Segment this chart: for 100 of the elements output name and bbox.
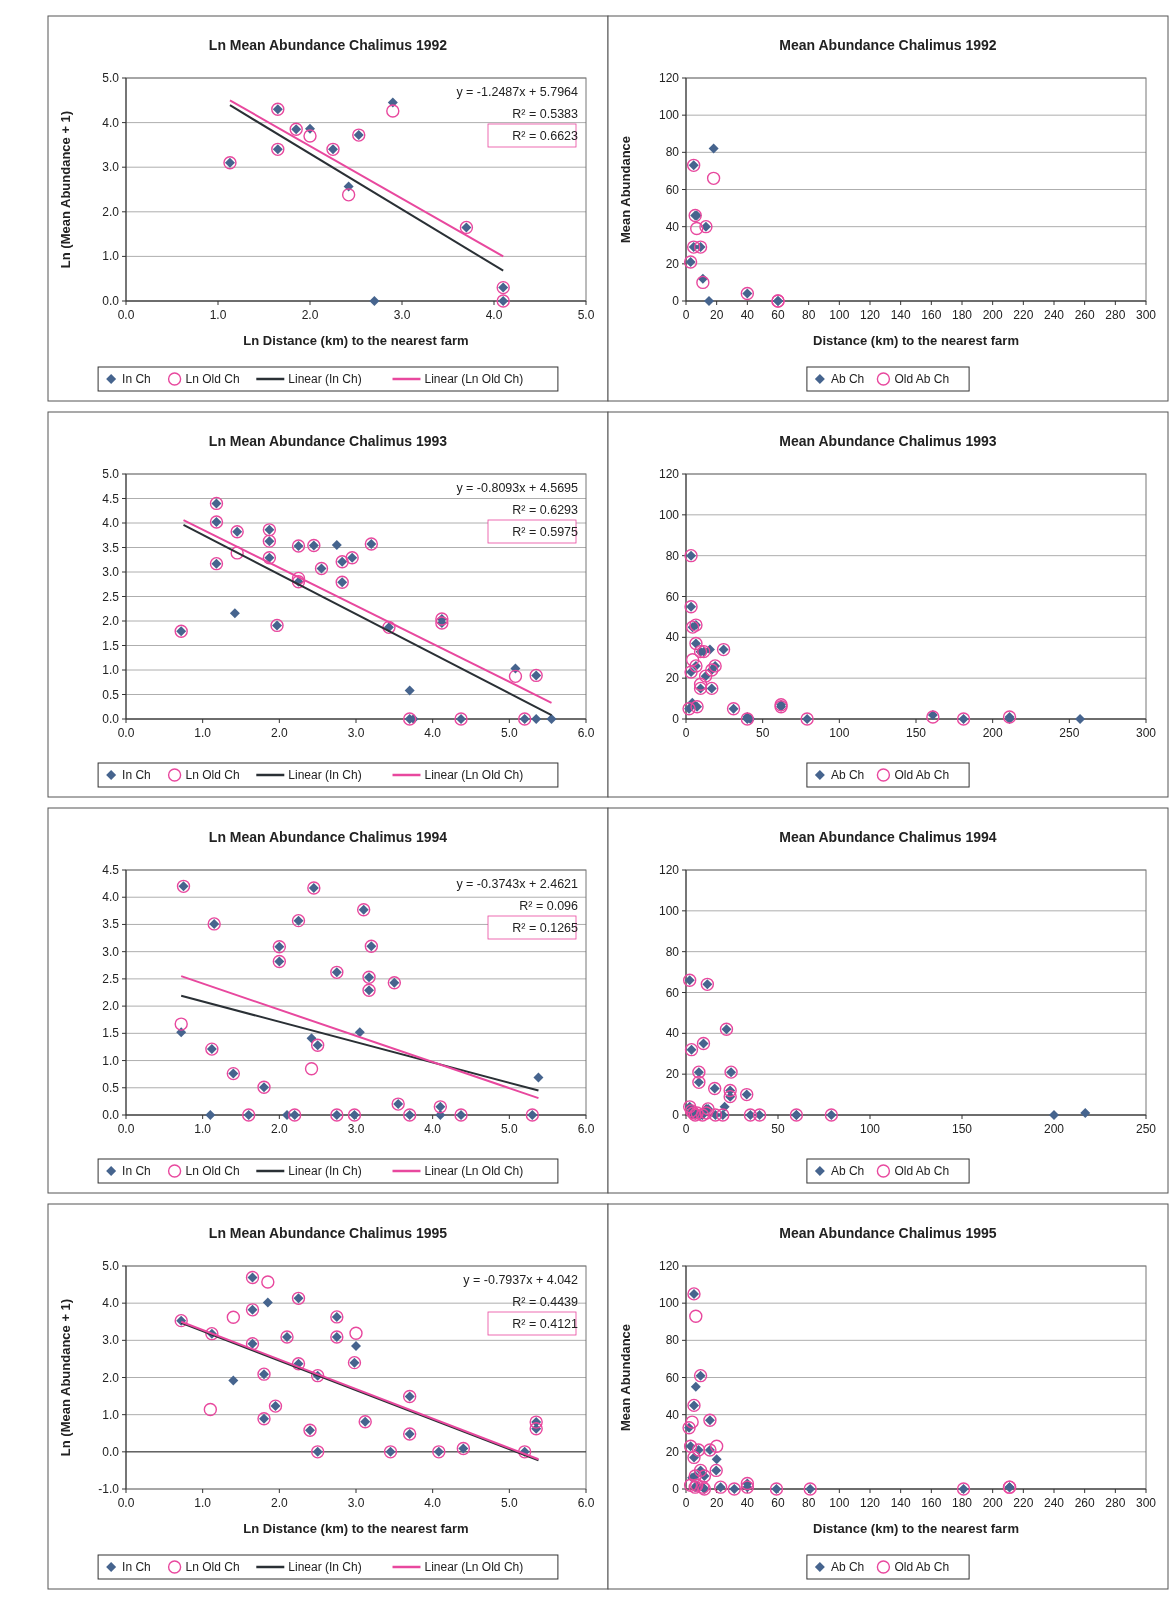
annotation: R² = 0.096 xyxy=(519,899,579,913)
y-tick-label: 20 xyxy=(665,671,680,686)
annotation: R² = 0.5383 xyxy=(512,107,579,121)
y-tick-label: 100 xyxy=(658,108,680,123)
x-tick-label: 280 xyxy=(1105,1496,1126,1510)
x-tick-label: 20 xyxy=(709,1496,724,1510)
y-tick-label: 0.5 xyxy=(102,1080,120,1095)
y-tick-label: 4.5 xyxy=(102,863,120,877)
y-tick-label: 1.0 xyxy=(102,1053,120,1068)
y-tick-label: 100 xyxy=(658,1296,680,1311)
x-tick-label: 1.0 xyxy=(194,726,212,740)
x-tick-label: 250 xyxy=(1059,726,1080,740)
chart-title: Ln Mean Abundance Chalimus 1992 xyxy=(208,37,448,53)
legend-label: Linear (Ln Old Ch) xyxy=(424,768,524,782)
x-tick-label: 0.0 xyxy=(117,1122,135,1136)
x-axis-title: Ln Distance (km) to the nearest farm xyxy=(243,1521,469,1536)
x-axis-title: Ln Distance (km) to the nearest farm xyxy=(243,333,469,348)
x-tick-label: 6.0 xyxy=(577,1122,595,1136)
legend-label: Old Ab Ch xyxy=(894,372,950,386)
x-tick-label: 1.0 xyxy=(209,308,227,322)
legend-label: In Ch xyxy=(122,372,151,386)
annotation: R² = 0.4439 xyxy=(512,1295,579,1309)
annotation: y = -0.3743x + 2.4621 xyxy=(456,877,579,891)
legend-label: Ab Ch xyxy=(830,1560,865,1574)
chart-title: Ln Mean Abundance Chalimus 1995 xyxy=(208,1225,448,1241)
x-tick-label: 120 xyxy=(859,308,881,322)
x-tick-label: 5.0 xyxy=(500,726,518,740)
x-tick-label: 3.0 xyxy=(393,308,411,322)
x-tick-label: 2.0 xyxy=(301,308,319,322)
y-tick-label: 0.0 xyxy=(102,712,120,726)
x-tick-label: 260 xyxy=(1074,308,1095,322)
y-tick-label: 5.0 xyxy=(102,467,120,481)
legend-label: Old Ab Ch xyxy=(894,1560,950,1574)
x-tick-label: 150 xyxy=(951,1122,973,1136)
y-tick-label: 3.0 xyxy=(102,160,120,175)
y-tick-label: 2.0 xyxy=(102,204,120,219)
y-tick-label: 60 xyxy=(665,182,680,197)
y-tick-label: 5.0 xyxy=(102,71,120,85)
chart-title: Mean Abundance Chalimus 1993 xyxy=(779,433,997,449)
legend-label: Ab Ch xyxy=(830,768,865,782)
y-tick-label: 40 xyxy=(665,219,680,234)
x-tick-label: 40 xyxy=(740,1496,755,1510)
x-tick-label: 0 xyxy=(682,1496,690,1510)
x-tick-label: 1.0 xyxy=(194,1496,212,1510)
y-tick-label: 1.0 xyxy=(102,249,120,264)
y-tick-label: 40 xyxy=(665,1407,680,1422)
legend-label: Ln Old Ch xyxy=(185,1164,240,1178)
x-tick-label: 40 xyxy=(740,308,755,322)
y-axis-title: Mean Abundance xyxy=(618,135,633,244)
y-axis-title: Ln (Mean Abundance + 1) xyxy=(58,110,73,269)
y-tick-label: 0 xyxy=(672,294,680,308)
x-tick-label: 0.0 xyxy=(117,726,135,740)
annotation: R² = 0.5975 xyxy=(512,525,579,539)
y-tick-label: 120 xyxy=(658,863,680,877)
x-tick-label: 60 xyxy=(771,308,785,322)
legend-label: Ab Ch xyxy=(830,1164,865,1178)
y-tick-label: 40 xyxy=(665,630,680,645)
legend-label: Ln Old Ch xyxy=(185,768,240,782)
x-tick-label: 1.0 xyxy=(194,1122,212,1136)
y-tick-label: 1.0 xyxy=(102,663,120,677)
y-tick-label: 0.0 xyxy=(102,1108,120,1122)
y-tick-label: 80 xyxy=(665,145,680,160)
x-tick-label: 0.0 xyxy=(117,1496,135,1510)
y-tick-label: 60 xyxy=(665,589,680,604)
x-tick-label: 240 xyxy=(1043,1496,1065,1510)
y-tick-label: 100 xyxy=(658,507,680,522)
y-tick-label: 1.5 xyxy=(102,638,120,653)
y-tick-label: 120 xyxy=(658,71,680,85)
annotation: R² = 0.6623 xyxy=(512,129,579,143)
x-tick-label: 60 xyxy=(771,1496,785,1510)
x-tick-label: 5.0 xyxy=(500,1122,518,1136)
y-tick-label: 0.0 xyxy=(102,1444,120,1459)
x-tick-label: 100 xyxy=(829,1496,850,1510)
x-tick-label: 6.0 xyxy=(577,1496,595,1510)
x-axis-title: Distance (km) to the nearest farm xyxy=(813,1521,1019,1536)
chart-title: Ln Mean Abundance Chalimus 1993 xyxy=(208,433,448,449)
y-tick-label: 3.0 xyxy=(102,944,120,959)
x-tick-label: 0 xyxy=(682,308,690,322)
y-tick-label: 120 xyxy=(658,467,680,481)
legend-label: Linear (Ln Old Ch) xyxy=(424,372,524,386)
y-tick-label: 4.0 xyxy=(102,890,120,905)
x-tick-label: 2.0 xyxy=(270,1496,288,1510)
x-tick-label: 2.0 xyxy=(270,726,288,740)
x-tick-label: 180 xyxy=(951,1496,973,1510)
y-tick-label: 20 xyxy=(665,1444,680,1459)
y-tick-label: 0.0 xyxy=(102,294,120,308)
legend-label: In Ch xyxy=(122,768,151,782)
legend-label: Linear (In Ch) xyxy=(288,768,362,782)
y-tick-label: 1.5 xyxy=(102,1026,120,1041)
legend-label: Ln Old Ch xyxy=(185,372,240,386)
x-tick-label: 240 xyxy=(1043,308,1065,322)
y-tick-label: 4.0 xyxy=(102,516,120,530)
x-tick-label: 150 xyxy=(905,726,927,740)
x-tick-label: 140 xyxy=(890,308,911,322)
y-tick-label: 0.5 xyxy=(102,687,120,702)
legend-label: Linear (Ln Old Ch) xyxy=(424,1164,524,1178)
y-tick-label: 3.5 xyxy=(102,540,120,555)
annotation: y = -1.2487x + 5.7964 xyxy=(456,85,579,99)
y-tick-label: 2.0 xyxy=(102,999,120,1014)
x-tick-label: 50 xyxy=(771,1122,785,1136)
